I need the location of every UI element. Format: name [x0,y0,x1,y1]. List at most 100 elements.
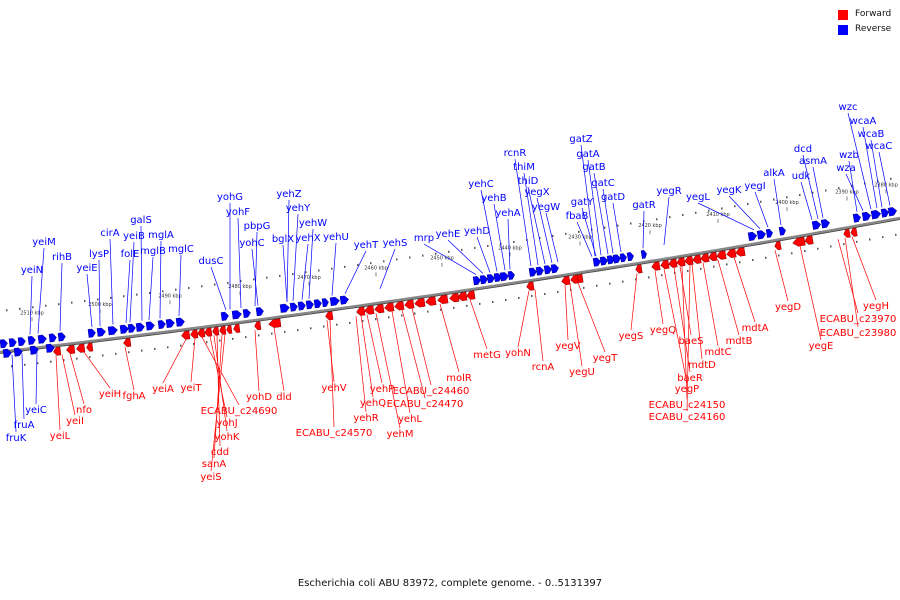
gene-label-yohg: yohG [217,192,243,203]
lower-dot [869,238,871,241]
leader-line [630,273,638,331]
reverse-gene-arrow [599,256,608,266]
lower-dot [245,336,247,339]
leader-line [476,236,491,273]
lower-dot [24,363,26,366]
lower-dot [661,274,663,277]
forward-gene-arrow [792,236,806,247]
forward-gene-arrow [700,253,710,263]
reverse-gene-arrow [472,276,481,286]
reverse-gene-arrow [17,337,26,347]
reverse-gene-arrow [145,321,155,331]
reverse-gene-arrow [8,338,17,348]
genome-backbone [0,216,900,354]
forward-gene-arrow [726,248,737,259]
tick-label: 2400 kbp [775,200,799,206]
gene-label-yeie: yeiE [76,263,97,274]
gene-label-frua: fruA [14,420,35,431]
leader-line [534,289,544,362]
forward-gene-arrow [404,299,415,309]
leader-line [469,299,488,350]
reverse-gene-arrow [543,265,552,275]
gene-label-yehu: yehU [323,232,349,243]
leader-line [282,244,288,302]
lower-dot [635,278,637,281]
forward-gene-arrow [356,306,366,316]
gene-label-yegu: yegU [569,367,595,378]
leader-line [379,248,396,289]
gene-label-ecabu_c24150: ECABU_c24150 [649,400,726,411]
lower-dot [11,365,13,368]
reverse-gene-arrow [57,332,66,342]
reverse-gene-arrow [0,339,8,349]
reverse-gene-arrow [313,299,322,309]
gene-label-ecabu_c24470: ECABU_c24470 [387,399,464,410]
forward-gene-arrow [254,321,262,331]
leader-line [523,172,539,266]
forward-gene-arrow [660,259,670,270]
upper-dot [435,252,437,255]
leader-line [577,282,606,353]
leader-line [681,265,688,400]
reverse-gene-arrow [811,220,821,230]
lower-dot [271,332,273,335]
gene-layer [0,207,897,358]
upper-dot [84,300,86,303]
upper-dot [578,230,580,233]
gene-label-ecabu_c24690: ECABU_c24690 [201,406,278,417]
reverse-gene-arrow [2,348,12,358]
gene-label-ecabu_c23970: ECABU_c23970 [820,314,897,325]
upper-dot [812,191,814,194]
leader-line [178,254,182,317]
lower-dot [206,341,208,344]
upper-dot [123,295,125,298]
gene-label-thim: thiM [513,162,535,173]
forward-gene-arrow [219,325,227,335]
leader-line [602,188,614,254]
lower-dot [453,306,455,309]
lower-dot [37,362,39,365]
leader-line [697,202,755,231]
leader-line [190,338,196,383]
reverse-gene-arrow [135,322,145,332]
leader-line [29,275,33,335]
reverse-gene-arrow [242,308,251,318]
reverse-gene-arrow [765,228,773,238]
gene-label-yeic: yeiC [25,405,47,416]
gene-label-yegh: yegH [863,301,889,312]
gene-label-yegv: yegV [555,341,580,352]
upper-dot [409,256,411,259]
forward-gene-arrow [735,247,746,257]
reverse-gene-arrow [640,249,647,259]
gene-label-ecabu_c23980: ECABU_c23980 [820,328,897,339]
upper-dot [461,248,463,251]
gene-label-gaty: gatY [571,197,594,208]
leader-line [870,139,883,208]
leader-line [663,196,670,245]
upper-dot [175,288,177,291]
tick-label: 2490 kbp [158,293,182,299]
leader-line [799,245,822,341]
leader-line [848,160,858,212]
tick-label: 2420 kbp [638,223,662,229]
forward-gene-arrow [457,291,468,302]
forward-gene-arrow [561,275,571,286]
tick-label: 2470 kbp [297,275,321,281]
leader-line [493,203,506,271]
leader-line [254,231,258,307]
reverse-gene-arrow [499,272,509,282]
upper-dot [617,224,619,227]
forward-gene-arrow [86,342,94,352]
upper-dot [513,240,515,243]
lower-dot [141,349,143,352]
lower-dot [583,286,585,289]
tick-label: 2390 kbp [835,190,859,196]
forward-gene-arrow [181,330,191,340]
gene-label-yehx: yehX [295,233,320,244]
upper-dot [162,290,164,293]
upper-dot [149,291,151,294]
lower-dot [362,320,364,323]
reverse-gene-arrow [626,252,634,262]
upper-dot [487,244,489,247]
